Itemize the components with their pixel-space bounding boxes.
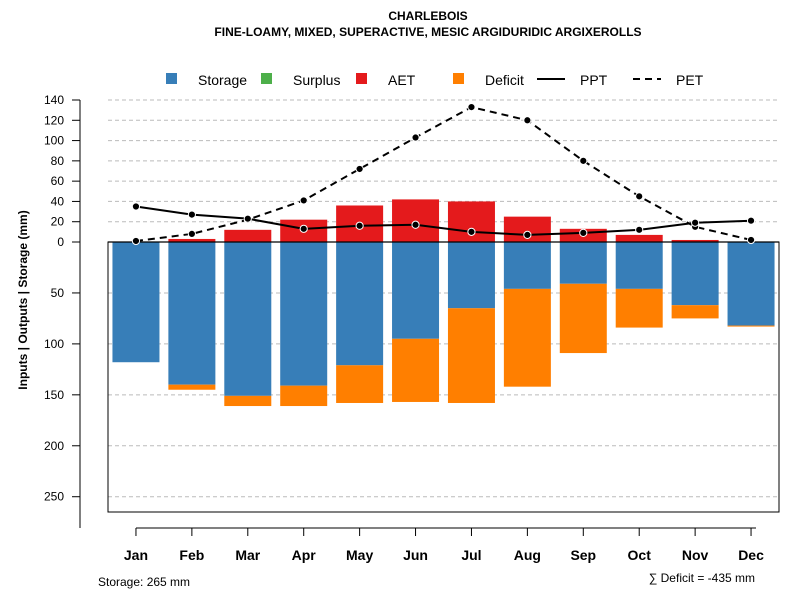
- storage-total-label: Storage: 265 mm: [98, 575, 190, 589]
- y-tick-label: 150: [44, 388, 64, 402]
- pet-point: [187, 229, 196, 238]
- y-tick-label: 120: [44, 113, 64, 127]
- legend-label-pet: PET: [676, 72, 704, 88]
- pet-point: [355, 164, 364, 174]
- x-tick-label: Nov: [682, 547, 709, 563]
- storage-bar: [336, 242, 384, 366]
- x-tick-label: Aug: [514, 547, 541, 563]
- y-tick-label: 40: [51, 194, 65, 208]
- storage-bar: [615, 242, 663, 289]
- ppt-point: [579, 228, 588, 237]
- storage-bar: [168, 242, 216, 385]
- y-tick-label: 100: [44, 134, 64, 148]
- deficit-bar: [336, 365, 384, 403]
- deficit-bar: [727, 325, 775, 327]
- ppt-point: [299, 224, 308, 233]
- storage-bar: [727, 242, 775, 326]
- deficit-bar: [503, 288, 551, 387]
- ppt-point: [187, 210, 196, 219]
- deficit-bar: [447, 308, 495, 403]
- aet-bar: [615, 234, 663, 242]
- legend: Storage Surplus AET Deficit PPT PET: [166, 72, 704, 88]
- pet-point: [131, 236, 141, 246]
- pet-point: [746, 235, 756, 245]
- pet-point: [299, 196, 308, 205]
- legend-swatch-aet: [356, 73, 367, 84]
- y-tick-label: 200: [44, 439, 64, 453]
- deficit-total-label: ∑ Deficit = -435 mm: [649, 571, 755, 585]
- ppt-line: [135, 205, 752, 236]
- storage-bar: [503, 242, 551, 289]
- deficit-bar: [559, 283, 607, 354]
- deficit-bar: [392, 338, 440, 402]
- legend-label-surplus: Surplus: [293, 72, 340, 88]
- chart-subtitle: FINE-LOAMY, MIXED, SUPERACTIVE, MESIC AR…: [214, 25, 641, 39]
- x-tick-label: May: [346, 547, 373, 563]
- x-axis: Jan Feb Mar Apr May Jun Jul Aug Sep Oct Nov Dec: [124, 527, 764, 563]
- chart-title: CHARLEBOIS: [388, 9, 467, 23]
- y-axis: 0 20 40 60 80 100 120 140 50 100 150 200 250: [44, 93, 81, 528]
- ppt-point: [411, 220, 420, 229]
- aet-bar: [168, 238, 216, 242]
- legend-swatch-surplus: [261, 73, 272, 84]
- bars: [112, 199, 775, 407]
- y-tick-label: 50: [51, 286, 65, 300]
- x-tick-label: Jan: [124, 547, 148, 563]
- aet-bar: [671, 239, 719, 242]
- ppt-point: [523, 230, 532, 239]
- legend-swatch-deficit: [453, 73, 464, 84]
- x-tick-label: Jun: [403, 547, 428, 563]
- y-tick-label: 0: [57, 235, 64, 249]
- pet-point: [411, 133, 420, 142]
- x-tick-label: Oct: [628, 547, 652, 563]
- legend-label-ppt: PPT: [580, 72, 608, 88]
- storage-bar: [224, 242, 272, 396]
- deficit-bar: [224, 395, 272, 407]
- x-tick-label: Sep: [570, 547, 596, 563]
- storage-bar: [447, 242, 495, 309]
- x-tick-label: Jul: [461, 547, 481, 563]
- ppt-point: [691, 218, 700, 227]
- legend-label-deficit: Deficit: [485, 72, 524, 88]
- legend-swatch-storage: [166, 73, 177, 84]
- storage-bar: [112, 242, 160, 363]
- deficit-bar: [671, 305, 719, 319]
- y-tick-label: 100: [44, 337, 64, 351]
- deficit-bar: [280, 385, 328, 407]
- ppt-point: [635, 225, 644, 234]
- legend-label-aet: AET: [388, 72, 416, 88]
- pet-point: [579, 156, 588, 165]
- y-tick-label: 60: [51, 174, 65, 188]
- y-tick-label: 140: [44, 93, 64, 107]
- x-tick-label: Mar: [235, 547, 260, 563]
- series-lines: [131, 103, 756, 246]
- ppt-point: [467, 227, 476, 236]
- ppt-point: [243, 214, 252, 223]
- pet-line: [135, 106, 752, 242]
- y-tick-label: 80: [51, 154, 65, 168]
- y-tick-label: 20: [51, 215, 65, 229]
- storage-bar: [392, 242, 440, 339]
- x-tick-label: Dec: [738, 547, 764, 563]
- ppt-point: [355, 221, 364, 230]
- ppt-point: [746, 216, 756, 225]
- storage-bar: [280, 242, 328, 386]
- ppt-point: [131, 202, 141, 211]
- legend-label-storage: Storage: [198, 72, 247, 88]
- x-tick-label: Apr: [292, 547, 317, 563]
- y-axis-title: Inputs | Outputs | Storage (mm): [16, 210, 30, 389]
- aet-bar: [224, 229, 272, 242]
- deficit-bar: [615, 288, 663, 328]
- storage-bar: [559, 242, 607, 284]
- y-tick-label: 250: [44, 490, 64, 504]
- pet-point: [635, 192, 644, 201]
- deficit-bar: [168, 384, 216, 390]
- pet-point: [523, 116, 532, 125]
- pet-point: [467, 103, 476, 112]
- storage-bar: [671, 242, 719, 306]
- x-tick-label: Feb: [179, 547, 204, 563]
